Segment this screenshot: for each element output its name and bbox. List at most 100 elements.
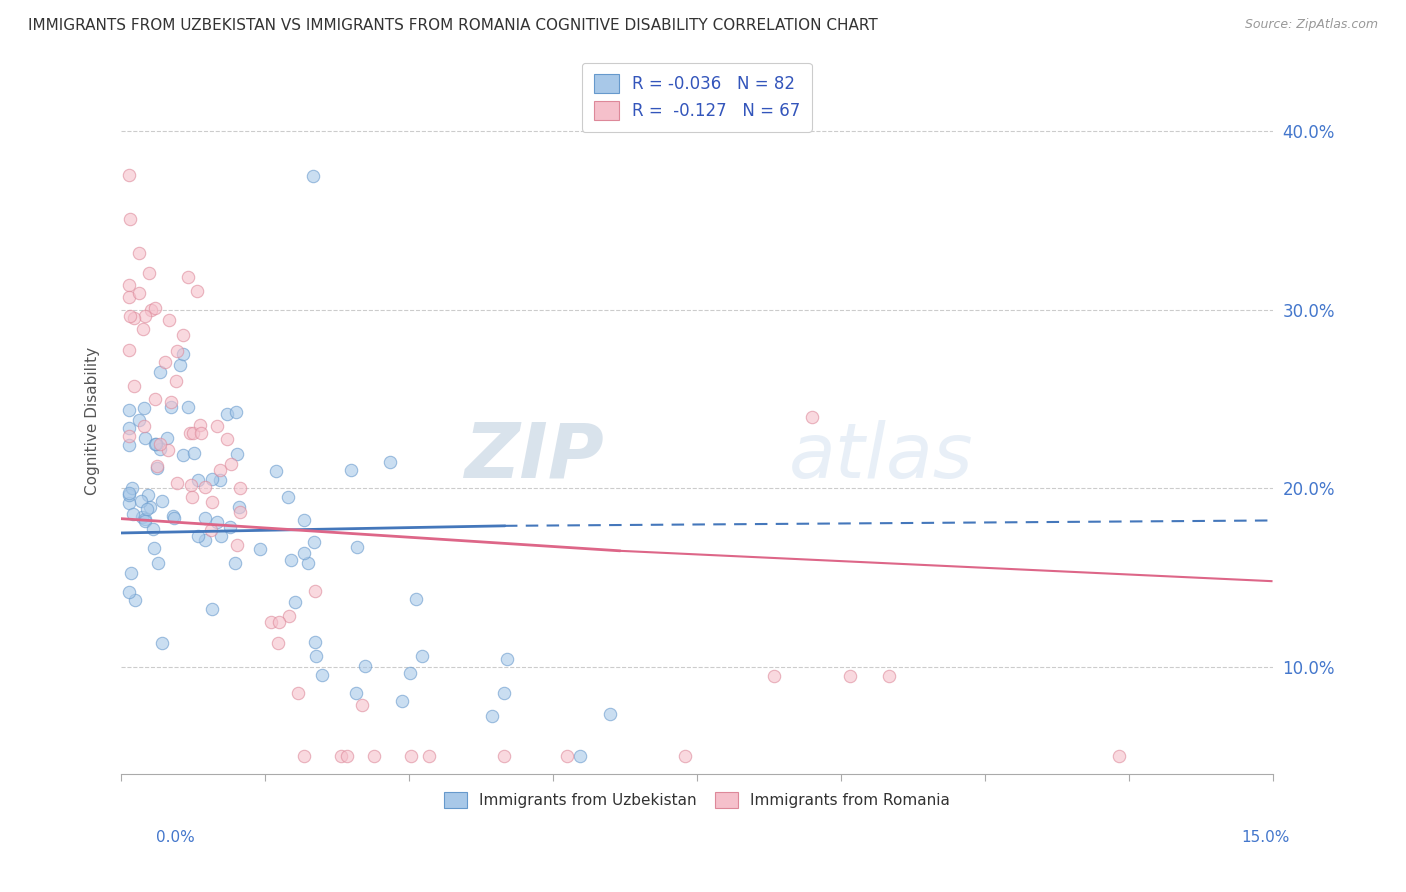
Point — [124, 593, 146, 607]
Point — [304, 634, 326, 648]
Point — [141, 303, 163, 318]
Point — [226, 538, 249, 552]
Point — [118, 211, 141, 226]
Point — [134, 418, 156, 433]
Point — [183, 446, 205, 460]
Point — [555, 749, 578, 764]
Point — [354, 659, 377, 673]
Point — [280, 552, 302, 566]
Point — [304, 583, 326, 598]
Point — [118, 403, 141, 417]
Point — [128, 413, 150, 427]
Point — [120, 309, 142, 323]
Point — [186, 284, 208, 298]
Point — [226, 447, 249, 461]
Point — [495, 651, 517, 665]
Point — [176, 269, 198, 284]
Point — [277, 490, 299, 504]
Point — [177, 400, 200, 414]
Point — [201, 602, 224, 616]
Point — [134, 511, 156, 525]
Point — [418, 749, 440, 764]
Point — [302, 535, 325, 549]
Point — [150, 636, 173, 650]
Y-axis label: Cognitive Disability: Cognitive Disability — [86, 347, 100, 495]
Point — [129, 494, 152, 508]
Text: 15.0%: 15.0% — [1241, 830, 1289, 845]
Point — [336, 749, 359, 764]
Point — [399, 666, 422, 681]
Point — [138, 266, 160, 280]
Point — [157, 313, 180, 327]
Point — [148, 436, 170, 450]
Point — [145, 461, 167, 475]
Point — [146, 556, 169, 570]
Point — [187, 473, 209, 487]
Point — [228, 481, 250, 495]
Point — [172, 327, 194, 342]
Point — [200, 523, 222, 537]
Point — [1108, 749, 1130, 764]
Point — [278, 609, 301, 624]
Point — [215, 407, 238, 421]
Point — [207, 515, 229, 529]
Point — [181, 425, 204, 440]
Point — [305, 648, 328, 663]
Point — [165, 374, 187, 388]
Point — [405, 591, 427, 606]
Point — [494, 749, 516, 764]
Legend: Immigrants from Uzbekistan, Immigrants from Romania: Immigrants from Uzbekistan, Immigrants f… — [436, 784, 957, 816]
Point — [166, 476, 188, 491]
Point — [118, 438, 141, 452]
Point — [249, 541, 271, 556]
Point — [132, 322, 155, 336]
Point — [839, 669, 862, 683]
Point — [118, 496, 141, 510]
Point — [801, 409, 824, 424]
Point — [128, 245, 150, 260]
Point — [228, 500, 250, 514]
Point — [142, 522, 165, 536]
Point — [162, 508, 184, 523]
Point — [118, 420, 141, 434]
Point — [148, 365, 170, 379]
Point — [194, 480, 217, 494]
Point — [145, 437, 167, 451]
Point — [131, 509, 153, 524]
Point — [134, 431, 156, 445]
Point — [157, 442, 180, 457]
Point — [352, 698, 374, 712]
Point — [145, 392, 167, 406]
Point — [122, 311, 145, 326]
Point — [287, 686, 309, 700]
Point — [267, 636, 290, 650]
Point — [217, 432, 239, 446]
Point — [284, 595, 307, 609]
Point — [569, 749, 592, 764]
Point — [292, 513, 315, 527]
Point — [121, 481, 143, 495]
Point — [169, 358, 191, 372]
Point — [118, 428, 141, 442]
Point — [209, 474, 232, 488]
Text: 0.0%: 0.0% — [156, 830, 195, 845]
Point — [150, 493, 173, 508]
Point — [143, 541, 166, 556]
Point — [260, 615, 283, 629]
Point — [122, 379, 145, 393]
Point — [186, 529, 208, 543]
Point — [208, 463, 231, 477]
Point — [201, 495, 224, 509]
Point — [346, 540, 368, 554]
Point — [481, 709, 503, 723]
Point — [340, 463, 363, 477]
Point — [292, 546, 315, 560]
Point — [311, 668, 333, 682]
Point — [229, 505, 252, 519]
Point — [118, 277, 141, 292]
Point — [136, 501, 159, 516]
Point — [160, 401, 183, 415]
Point — [139, 500, 162, 514]
Point — [492, 686, 515, 700]
Point — [209, 529, 232, 543]
